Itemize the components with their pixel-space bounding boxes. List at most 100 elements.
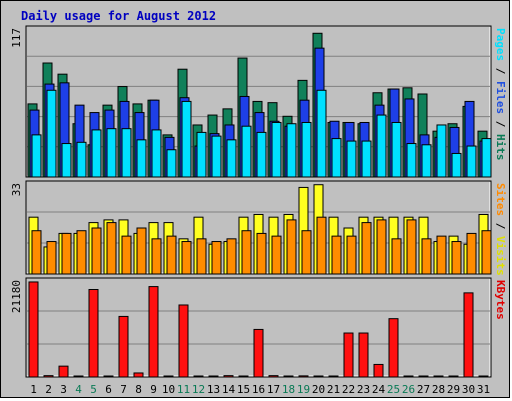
bar-pages-31 <box>481 138 492 178</box>
bar-pages-6 <box>106 128 117 178</box>
x-tick-label-2: 2 <box>45 383 52 396</box>
bar-kbytes-2 <box>43 375 54 378</box>
bar-pages-17 <box>271 121 282 178</box>
bar-pages-3 <box>61 143 72 178</box>
bar-sites-5 <box>91 227 102 275</box>
bar-sites-1 <box>31 230 42 275</box>
bar-pages-12 <box>196 131 207 178</box>
bar-kbytes-30 <box>463 292 474 378</box>
x-tick-label-24: 24 <box>372 383 386 396</box>
bar-sites-16 <box>256 232 267 275</box>
bar-pages-1 <box>31 134 42 178</box>
bar-pages-18 <box>286 123 297 178</box>
bar-kbytes-5 <box>88 288 99 378</box>
bar-sites-31 <box>481 230 492 275</box>
bar-sites-28 <box>436 235 447 275</box>
bar-kbytes-29 <box>448 375 459 378</box>
bar-kbytes-23 <box>358 332 369 378</box>
bar-kbytes-12 <box>193 375 204 378</box>
bar-sites-23 <box>361 222 372 275</box>
x-tick-label-29: 29 <box>447 383 460 396</box>
bar-sites-24 <box>376 219 387 275</box>
legend-part: Hits <box>494 134 507 161</box>
legend-part: Pages <box>494 28 507 61</box>
bar-kbytes-27 <box>418 375 429 378</box>
bar-sites-4 <box>76 230 87 275</box>
bar-pages-20 <box>316 89 327 178</box>
bar-kbytes-11 <box>178 304 189 378</box>
bar-kbytes-13 <box>208 375 219 378</box>
bar-pages-16 <box>256 131 267 178</box>
legend-label: Sites / Visits <box>494 183 507 276</box>
x-tick-label-7: 7 <box>120 383 127 396</box>
x-tick-label-16: 16 <box>252 383 265 396</box>
bar-pages-29 <box>451 152 462 178</box>
panel-hits-files-pages: 117 Pages / Files / Hits <box>10 25 507 178</box>
bar-kbytes-22 <box>343 332 354 378</box>
x-tick-label-15: 15 <box>237 383 250 396</box>
bar-kbytes-10 <box>163 375 174 378</box>
bar-pages-9 <box>151 129 162 178</box>
bar-sites-11 <box>181 241 192 275</box>
bar-pages-5 <box>91 129 102 178</box>
legend-part: Visits <box>494 236 507 276</box>
bar-kbytes-4 <box>73 375 84 378</box>
bar-sites-30 <box>466 232 477 275</box>
x-tick-label-26: 26 <box>402 383 415 396</box>
bar-pages-26 <box>406 143 417 178</box>
bar-pages-2 <box>46 89 57 178</box>
bar-sites-2 <box>46 241 57 275</box>
y-max-label: 21180 <box>10 280 23 313</box>
bar-kbytes-19 <box>298 375 309 378</box>
bar-sites-13 <box>211 241 222 275</box>
bar-sites-7 <box>121 235 132 275</box>
x-tick-label-17: 17 <box>267 383 280 396</box>
bar-kbytes-16 <box>253 328 264 378</box>
bar-kbytes-26 <box>403 375 414 378</box>
bar-sites-29 <box>451 241 462 275</box>
bar-pages-27 <box>421 144 432 178</box>
bar-kbytes-18 <box>283 375 294 378</box>
bar-pages-24 <box>376 114 387 178</box>
x-tick-label-23: 23 <box>357 383 370 396</box>
bar-sites-25 <box>391 238 402 275</box>
x-tick-label-31: 31 <box>477 383 490 396</box>
bar-kbytes-28 <box>433 375 444 378</box>
bar-sites-18 <box>286 219 297 275</box>
bar-sites-22 <box>346 235 357 275</box>
x-tick-label-20: 20 <box>312 383 325 396</box>
bar-kbytes-14 <box>223 375 234 378</box>
bar-pages-23 <box>361 140 372 178</box>
bar-sites-17 <box>271 235 282 275</box>
chart-title: Daily usage for August 2012 <box>21 9 216 23</box>
bar-pages-7 <box>121 128 132 178</box>
bar-pages-4 <box>76 141 87 178</box>
bar-kbytes-15 <box>238 375 249 378</box>
bar-pages-14 <box>226 139 237 178</box>
x-tick-label-4: 4 <box>75 383 82 396</box>
x-tick-label-25: 25 <box>387 383 400 396</box>
legend-part: Sites <box>494 183 507 216</box>
legend-label: KBytes <box>494 280 507 320</box>
x-tick-label-27: 27 <box>417 383 430 396</box>
bar-sites-19 <box>301 230 312 275</box>
x-tick-label-28: 28 <box>432 383 445 396</box>
x-tick-label-11: 11 <box>177 383 190 396</box>
x-tick-label-6: 6 <box>105 383 112 396</box>
x-tick-label-13: 13 <box>207 383 220 396</box>
x-tick-label-12: 12 <box>192 383 205 396</box>
legend-part: / <box>494 216 507 236</box>
bar-sites-27 <box>421 238 432 275</box>
bar-kbytes-25 <box>388 318 399 378</box>
x-tick-label-21: 21 <box>327 383 340 396</box>
x-tick-label-3: 3 <box>60 383 67 396</box>
bar-pages-15 <box>241 125 252 178</box>
x-tick-label-30: 30 <box>462 383 475 396</box>
bar-kbytes-31 <box>478 375 489 378</box>
bar-kbytes-24 <box>373 363 384 378</box>
bar-kbytes-9 <box>148 286 159 378</box>
legend-part: Files <box>494 81 507 114</box>
